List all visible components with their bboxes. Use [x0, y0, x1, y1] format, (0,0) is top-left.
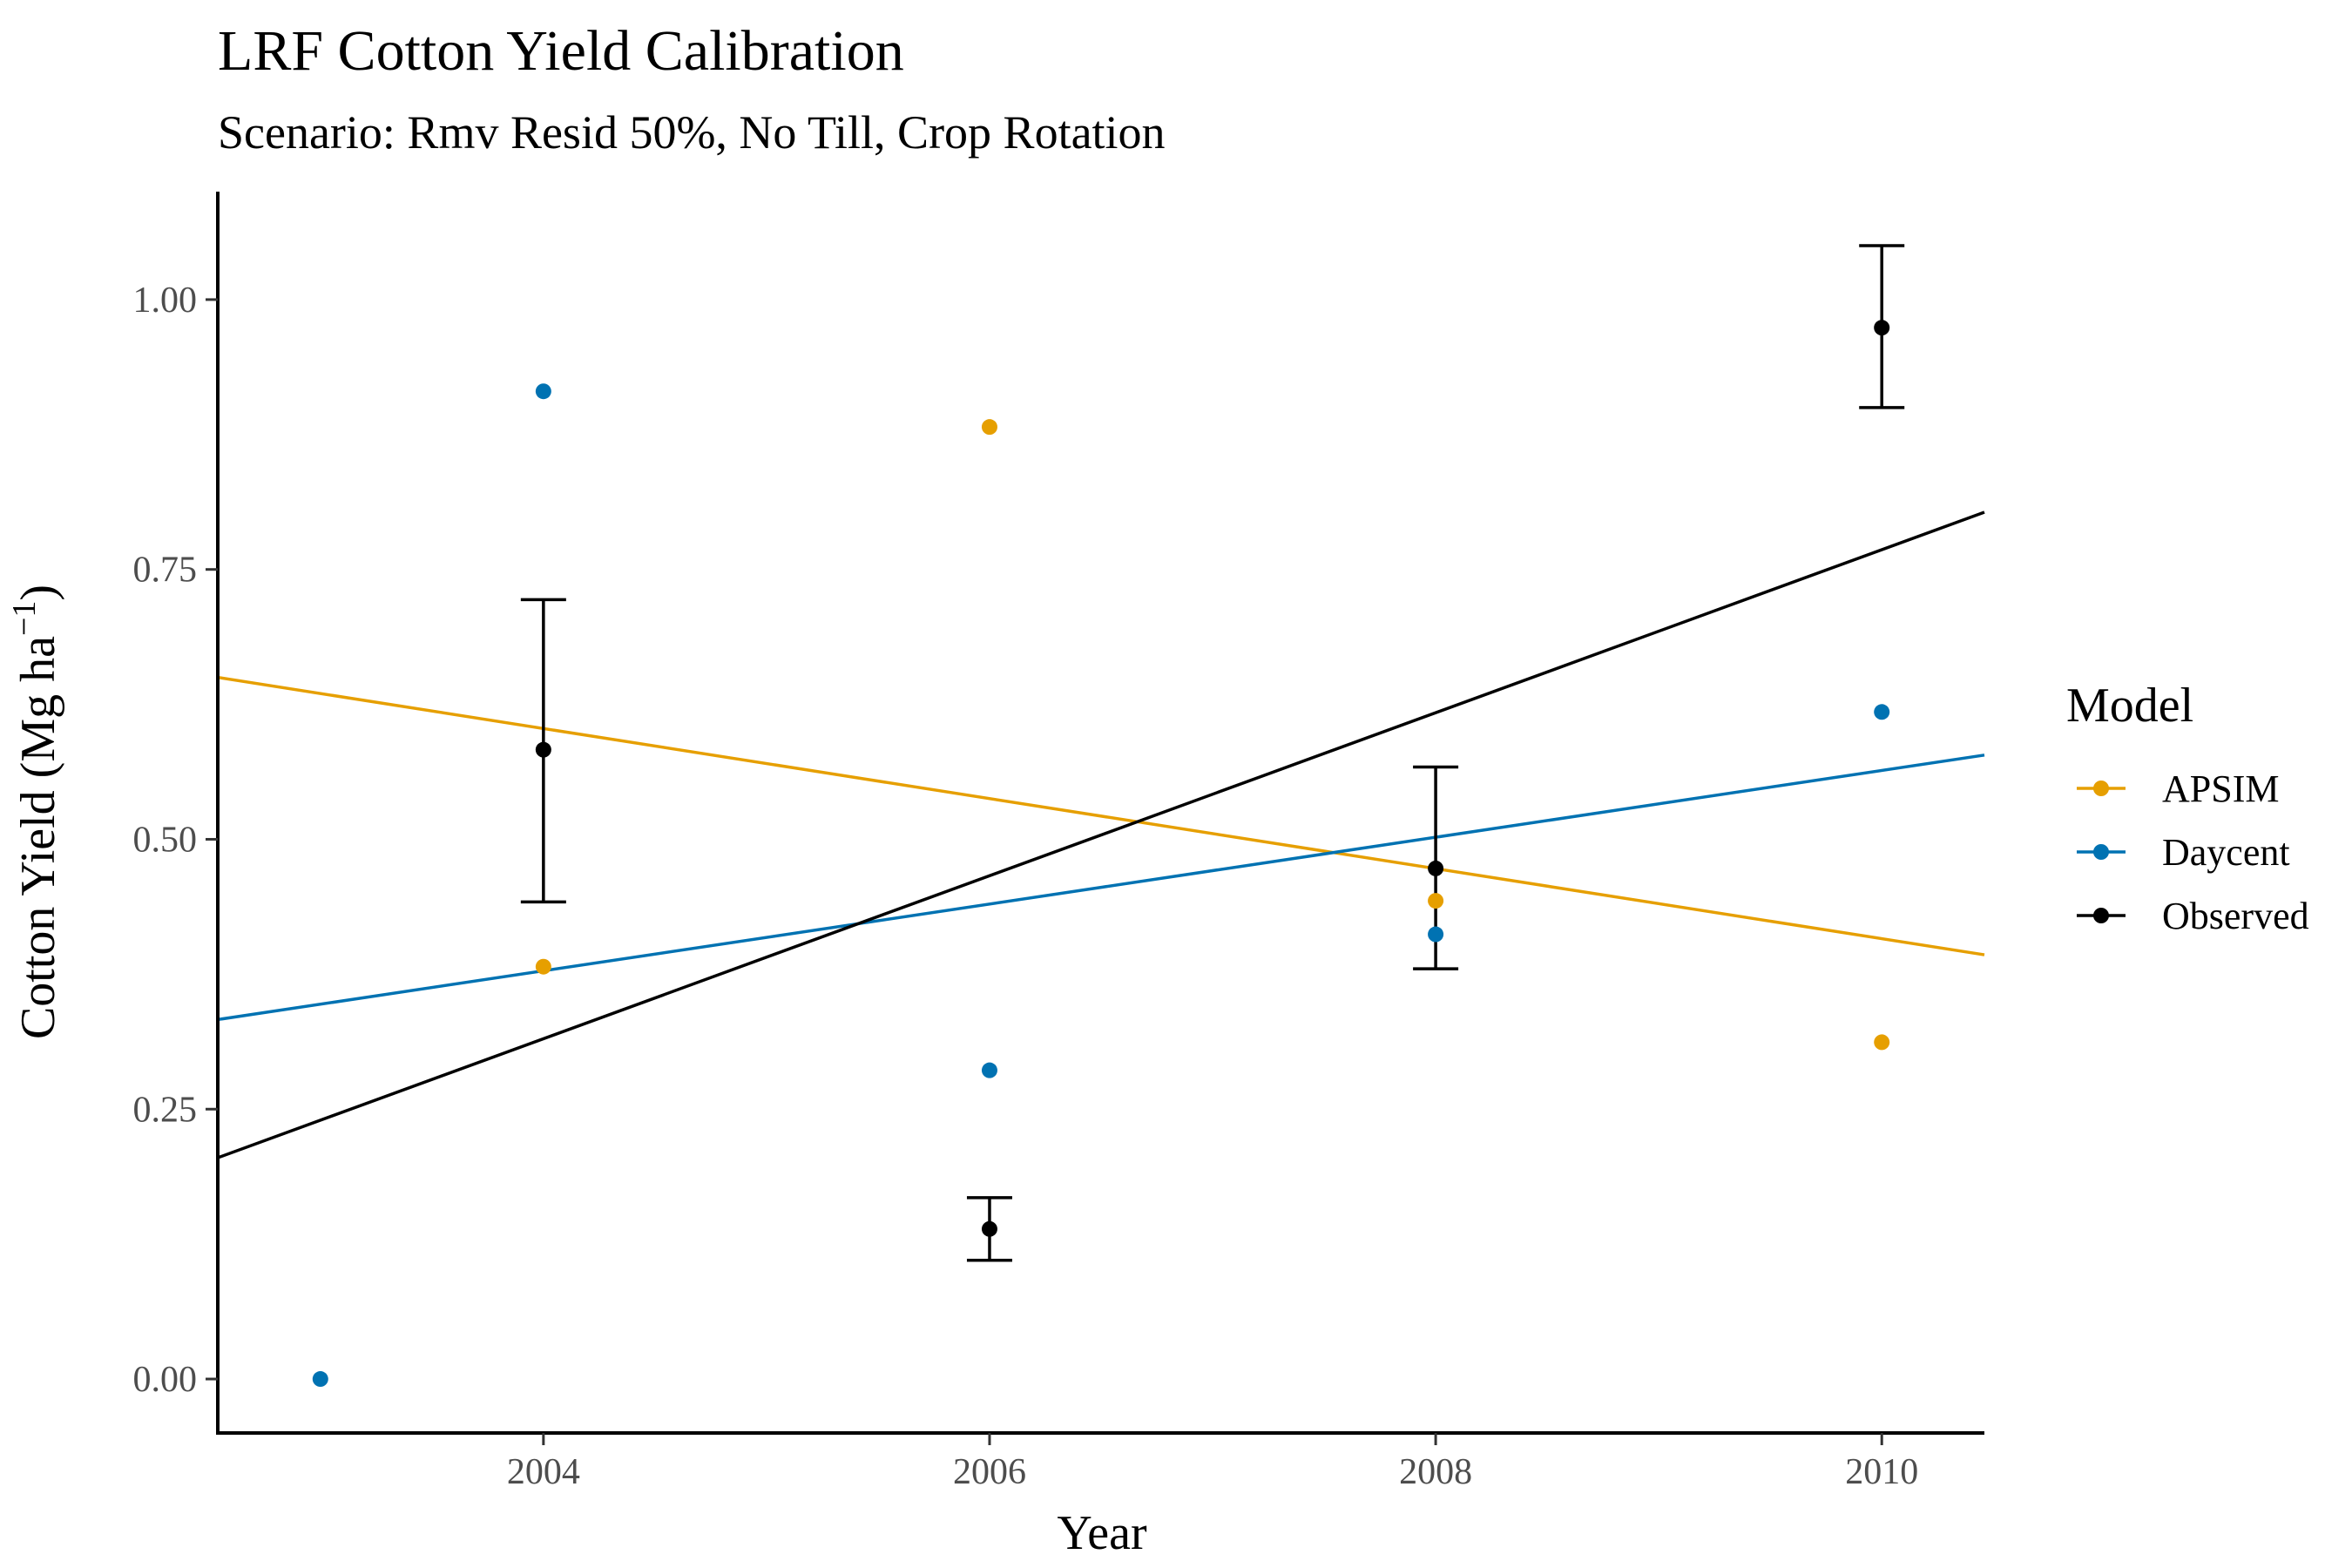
legend-title: Model	[2066, 679, 2193, 733]
y-axis-title-main: Cotton Yield (Mg ha	[11, 636, 65, 1039]
y-tick-label-0.75: 0.75	[133, 551, 198, 591]
point-observed-2006	[981, 1220, 997, 1237]
plot-area	[217, 244, 1985, 1388]
y-axis-title-close: )	[11, 585, 65, 601]
legend-key-point-apsim	[2093, 781, 2109, 796]
point-apsim-2006	[981, 419, 997, 436]
chart-title: LRF Cotton Yield Calibration	[218, 19, 904, 83]
point-observed-2004	[535, 741, 551, 758]
y-axis-title: Cotton Yield (Mg ha−1)	[6, 585, 65, 1039]
legend-label-daycent: Daycent	[2162, 831, 2290, 874]
x-axis-title: Year	[1057, 1506, 1147, 1560]
point-daycent-2006	[981, 1062, 997, 1078]
trend-line-apsim	[217, 675, 1985, 956]
point-daycent-2004	[535, 383, 551, 400]
point-observed-2008	[1428, 860, 1444, 876]
y-tick-label-0.50: 0.50	[133, 820, 198, 860]
legend-key-point-daycent	[2093, 844, 2109, 860]
legend: APSIM Daycent Observed	[2077, 767, 2309, 937]
x-tick-label-2006: 2006	[953, 1452, 1026, 1492]
y-tick-label-1.00: 1.00	[133, 280, 198, 321]
y-axis-title-superscript: −1	[6, 601, 43, 636]
legend-label-apsim: APSIM	[2162, 767, 2280, 810]
legend-label-observed: Observed	[2162, 895, 2309, 937]
point-apsim-2004	[535, 958, 551, 975]
x-axis-ticks: 2004 2006 2008 2010	[507, 1433, 1918, 1492]
y-axis-ticks: 0.00 0.25 0.50 0.75 1.00	[133, 280, 218, 1400]
y-tick-label-0.25: 0.25	[133, 1090, 198, 1130]
point-daycent-2003	[312, 1371, 328, 1388]
x-tick-label-2004: 2004	[507, 1452, 580, 1492]
x-tick-label-2008: 2008	[1399, 1452, 1472, 1492]
x-tick-label-2010: 2010	[1845, 1452, 1918, 1492]
point-daycent-2010	[1874, 704, 1890, 720]
point-observed-2010	[1874, 320, 1890, 336]
trend-line-daycent	[217, 754, 1985, 1022]
trend-line-observed	[217, 510, 1985, 1159]
point-apsim-2008	[1428, 893, 1444, 909]
legend-key-point-observed	[2093, 908, 2109, 923]
point-apsim-2010	[1874, 1034, 1890, 1051]
y-tick-label-0.00: 0.00	[133, 1360, 198, 1400]
chart-subtitle: Scenario: Rmv Resid 50%, No Till, Crop R…	[218, 106, 1166, 159]
point-daycent-2008	[1428, 926, 1444, 943]
